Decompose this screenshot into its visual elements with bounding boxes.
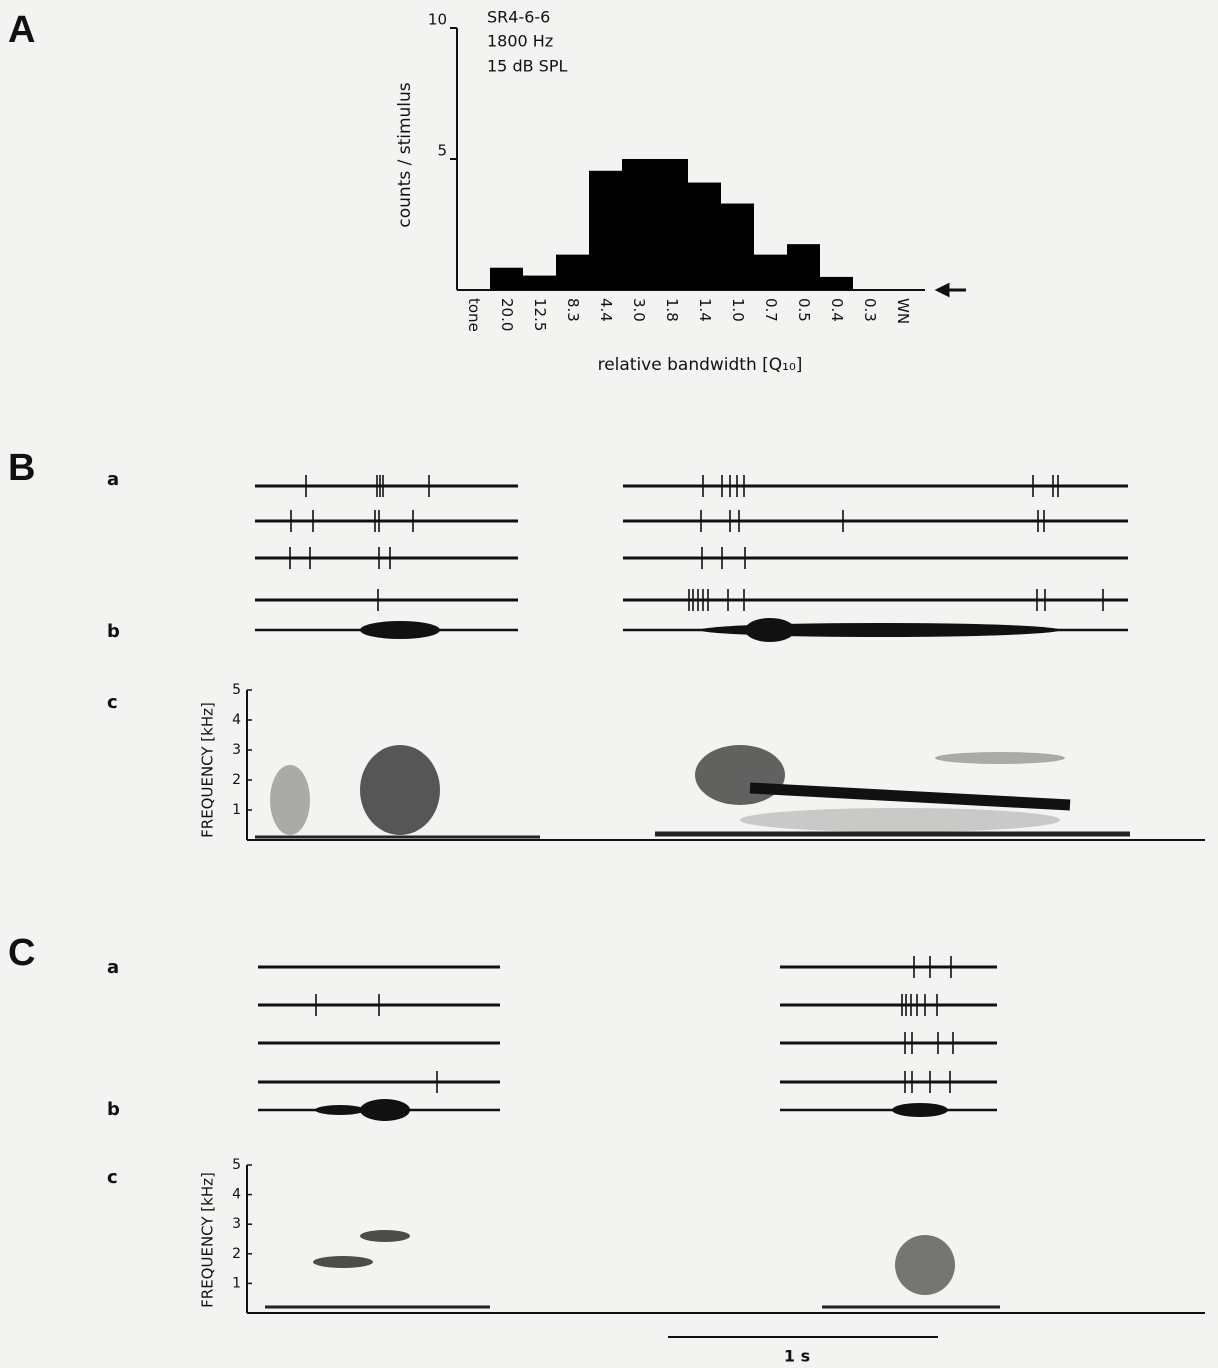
x-tick-label: 1.4 [696, 298, 714, 322]
bar [787, 244, 820, 290]
y-tick-label: 5 [437, 142, 447, 160]
x-tick-label: 1.0 [729, 298, 747, 322]
x-tick-label: 0.4 [828, 298, 846, 322]
x-tick-label: 4.4 [597, 298, 615, 322]
bar [556, 254, 589, 290]
sound-burst [892, 1103, 948, 1117]
freq-tick-label: 3 [232, 742, 241, 758]
spectrogram-blob [895, 1235, 955, 1295]
annotation: SR4-6-6 [487, 8, 550, 27]
bar [655, 159, 688, 290]
y-axis-label: counts / stimulus [395, 82, 415, 227]
panel-label: C [8, 932, 35, 974]
freq-tick-label: 1 [232, 1275, 241, 1291]
spectrogram-blob [935, 752, 1065, 764]
spectrogram-blob [360, 1230, 410, 1242]
freq-tick-label: 5 [232, 682, 241, 698]
freq-tick-label: 2 [232, 1246, 241, 1262]
spectrogram-blob [360, 745, 440, 835]
y-tick-label: 10 [428, 11, 447, 29]
sound-burst [360, 621, 440, 639]
annotation: 15 dB SPL [487, 57, 567, 76]
x-tick-label: 1.8 [663, 298, 681, 322]
x-tick-label: 3.0 [630, 298, 648, 322]
freq-tick-label: 3 [232, 1216, 241, 1232]
annotation: 1800 Hz [487, 32, 553, 51]
bar [622, 159, 655, 290]
x-axis-label: relative bandwidth [Q₁₀] [598, 355, 803, 375]
x-tick-label: 0.3 [861, 298, 879, 322]
scale-bar-label: 1 s [784, 1347, 810, 1366]
x-tick-label: WN [894, 298, 912, 324]
freq-label: FREQUENCY [kHz] [199, 1172, 217, 1308]
row-label: a [107, 957, 119, 978]
bar [754, 254, 787, 290]
freq-tick-label: 4 [232, 712, 241, 728]
sound-burst [700, 623, 1060, 637]
freq-tick-label: 5 [232, 1157, 241, 1173]
bar [721, 203, 754, 290]
bar [688, 182, 721, 290]
bar [589, 170, 622, 290]
x-tick-label: 20.0 [498, 298, 516, 331]
bar [523, 275, 556, 290]
x-tick-label: 0.5 [795, 298, 813, 322]
spectrogram-blob [270, 765, 310, 835]
freq-tick-label: 2 [232, 772, 241, 788]
x-tick-label: 12.5 [531, 298, 549, 331]
spectrogram-blob [313, 1256, 373, 1268]
row-label: b [107, 1099, 120, 1120]
row-label: c [107, 692, 118, 713]
freq-label: FREQUENCY [kHz] [199, 702, 217, 838]
bar [820, 276, 853, 290]
panel-label: A [8, 9, 35, 51]
row-label: b [107, 621, 120, 642]
panel-label: B [8, 447, 35, 489]
row-label: c [107, 1167, 118, 1188]
sound-burst [315, 1105, 365, 1115]
spectrogram-blob [740, 808, 1060, 832]
x-tick-label: 8.3 [564, 298, 582, 322]
row-label: a [107, 469, 119, 490]
freq-tick-label: 4 [232, 1187, 241, 1203]
arrow [934, 282, 966, 298]
freq-tick-label: 1 [232, 802, 241, 818]
x-tick-label: 0.7 [762, 298, 780, 322]
sound-burst [360, 1099, 410, 1121]
x-tick-label: tone [465, 298, 483, 332]
spectrogram-blob [695, 745, 785, 805]
bar [490, 267, 523, 290]
spectrogram-band [749, 782, 1071, 811]
